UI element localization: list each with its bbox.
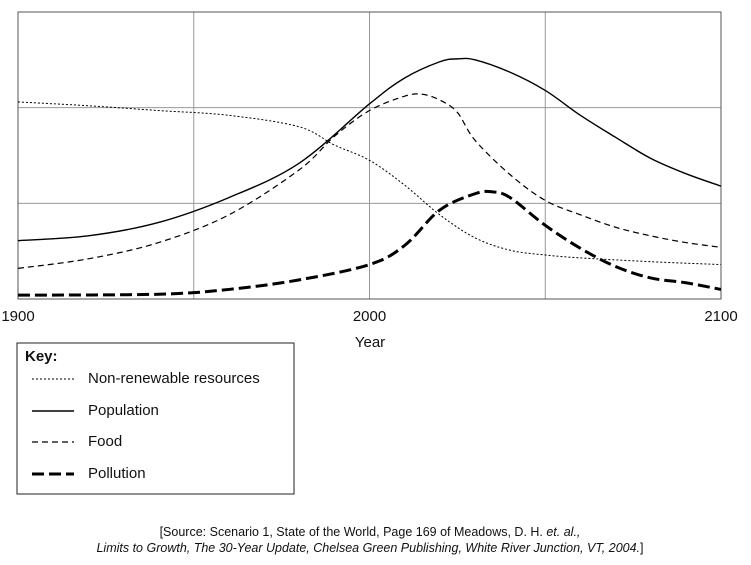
x-tick-label: 2000 xyxy=(353,308,386,325)
x-tick-label: 1900 xyxy=(1,308,34,325)
source-text: et. al., xyxy=(546,525,580,539)
source-line: [Source: Scenario 1, State of the World,… xyxy=(160,525,581,539)
series-line xyxy=(17,57,722,242)
legend-label: Food xyxy=(88,433,122,450)
x-axis-label: Year xyxy=(355,334,385,351)
legend-label: Non-renewable resources xyxy=(88,370,260,387)
source-text: ] xyxy=(640,541,643,555)
legend-box xyxy=(16,342,295,495)
plot-frame xyxy=(17,11,722,300)
x-tick-label: 2100 xyxy=(704,308,737,325)
legend-title: Key: xyxy=(25,348,58,365)
series-line xyxy=(17,101,722,266)
source-text: [Source: Scenario 1, State of the World,… xyxy=(160,525,547,539)
legend-label: Pollution xyxy=(88,465,146,482)
legend-label: Population xyxy=(88,402,159,419)
source-line: Limits to Growth, The 30-Year Update, Ch… xyxy=(96,541,643,555)
series-line xyxy=(17,189,722,297)
series-line xyxy=(17,93,722,269)
source-text: Limits to Growth, The 30-Year Update, Ch… xyxy=(96,541,640,555)
